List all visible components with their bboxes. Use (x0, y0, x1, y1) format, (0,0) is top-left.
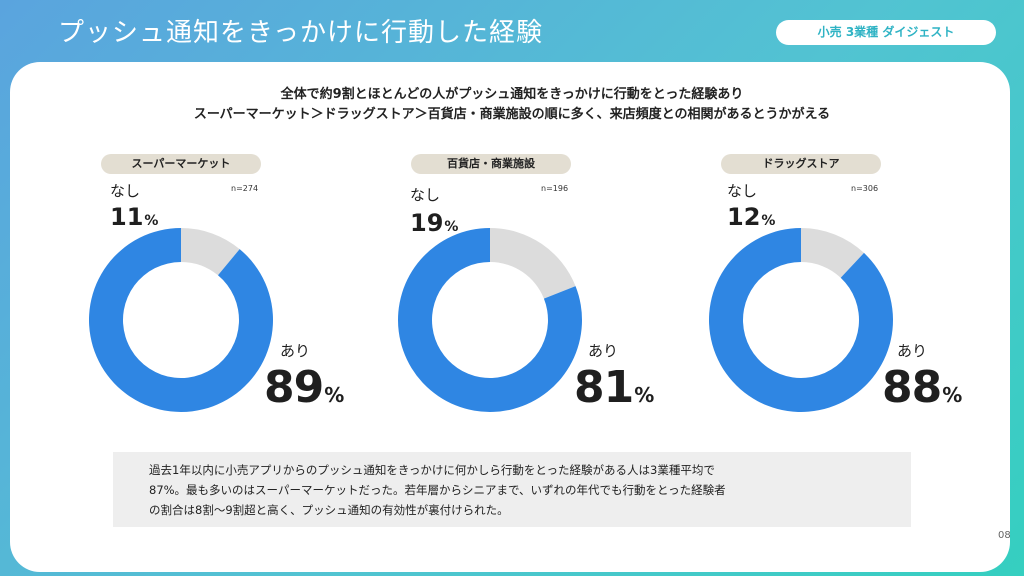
category-tag: 小売 3業種 ダイジェスト (776, 20, 996, 45)
no-label-supermarket: なし (110, 182, 141, 200)
slice-no (801, 228, 864, 278)
slice-yes (88, 228, 273, 412)
slice-no (181, 228, 240, 276)
yes-value-number: 89 (264, 362, 324, 413)
percent-unit: % (761, 213, 776, 229)
yes-value-number: 81 (574, 362, 634, 413)
sample-size-department-store: n=196 (541, 184, 569, 193)
donut-chart-drugstore (709, 228, 893, 412)
percent-unit: % (324, 383, 344, 407)
yes-value-number: 88 (882, 362, 942, 413)
slice-yes (709, 228, 893, 412)
chart-title-supermarket: スーパーマーケット (101, 154, 261, 174)
headline: 全体で約9割とほとんどの人がプッシュ通知をきっかけに行動をとった経験あり スーパ… (0, 85, 1024, 125)
yes-value-drugstore: 88% (882, 362, 962, 413)
summary-line-1: 過去1年以内に小売アプリからのプッシュ通知をきっかけに何かしら行動をとった経験が… (149, 463, 715, 477)
chart-title-drugstore: ドラッグストア (721, 154, 881, 174)
yes-label-department-store: あり (588, 342, 619, 360)
no-value-number: 19 (410, 209, 444, 237)
page-title: プッシュ通知をきっかけに行動した経験 (58, 18, 543, 48)
page-number: 08 (998, 530, 1011, 541)
yes-value-department-store: 81% (574, 362, 654, 413)
percent-unit: % (942, 383, 962, 407)
no-value-department-store: 19% (410, 209, 458, 237)
percent-unit: % (144, 213, 159, 229)
yes-label-supermarket: あり (280, 342, 311, 360)
percent-unit: % (634, 383, 654, 407)
copyright-footer: © iRidge, Inc. Confidential (28, 560, 161, 571)
slice-no (490, 228, 576, 299)
no-value-number: 11 (110, 203, 144, 231)
yes-value-supermarket: 89% (264, 362, 344, 413)
sample-size-supermarket: n=274 (231, 184, 259, 193)
no-value-number: 12 (727, 203, 761, 231)
donut-chart-department-store (398, 228, 582, 412)
summary-line-2: 87%。最も多いのはスーパーマーケットだった。若年層からシニアまで、いずれの年代… (149, 483, 726, 497)
no-value-supermarket: 11% (110, 203, 158, 231)
no-label-department-store: なし (410, 186, 441, 204)
chart-title-department-store: 百貨店・商業施設 (411, 154, 571, 174)
slice-yes (398, 228, 582, 412)
summary-line-3: の割合は8割〜9割超と高く、プッシュ通知の有効性が裏付けられた。 (149, 503, 509, 517)
no-value-drugstore: 12% (727, 203, 775, 231)
yes-label-drugstore: あり (897, 342, 928, 360)
no-label-drugstore: なし (727, 182, 758, 200)
headline-line-2: スーパーマーケット＞ドラッグストア＞百貨店・商業施設の順に多く、来店頻度との相関… (193, 107, 831, 122)
sample-size-drugstore: n=306 (851, 184, 879, 193)
percent-unit: % (444, 219, 459, 235)
headline-line-1: 全体で約9割とほとんどの人がプッシュ通知をきっかけに行動をとった経験あり (280, 87, 744, 102)
donut-chart-supermarket (88, 228, 273, 412)
summary-box: 過去1年以内に小売アプリからのプッシュ通知をきっかけに何かしら行動をとった経験が… (113, 452, 911, 527)
